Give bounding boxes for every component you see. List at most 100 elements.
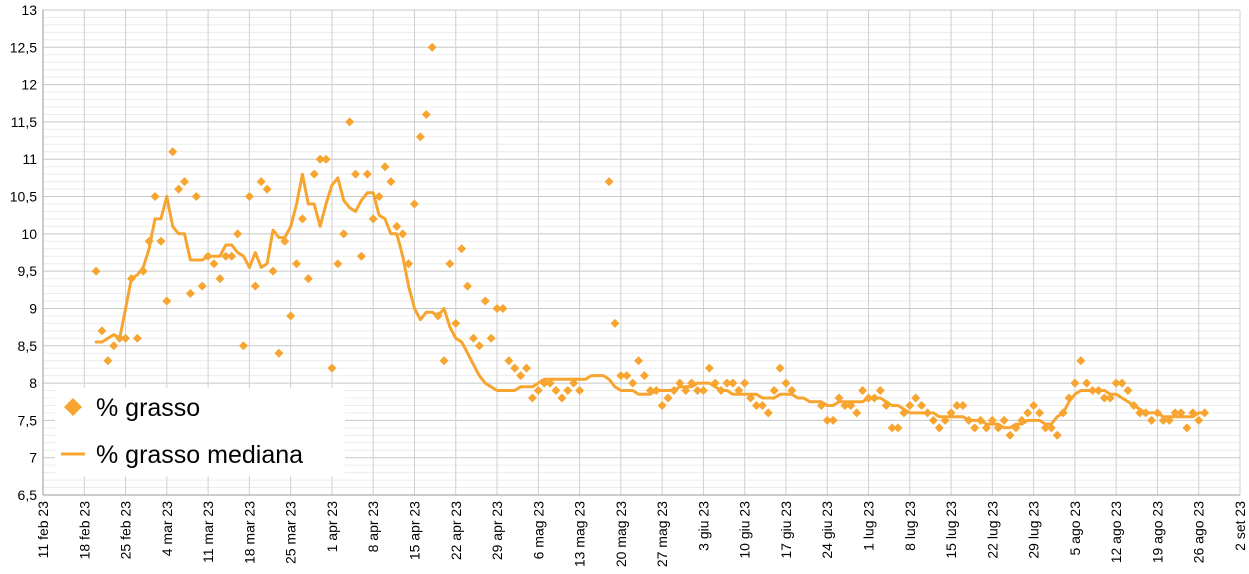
x-tick-label: 8 lug 23 [902,501,918,551]
scatter-point [351,169,361,179]
scatter-point [392,221,402,231]
scatter-point [858,386,868,396]
scatter-point [563,386,573,396]
scatter-point [297,214,307,224]
scatter-point [698,386,708,396]
scatter-point [704,363,714,373]
scatter-point [150,192,160,202]
scatter-point [1176,408,1186,418]
legend-marker-diamond [64,398,82,416]
scatter-point [1123,386,1133,396]
scatter-point [639,371,649,381]
scatter-point [398,229,408,239]
scatter-point [787,386,797,396]
scatter-point [492,303,502,313]
scatter-point [604,177,614,187]
scatter-point [751,400,761,410]
scatter-point [1182,423,1192,433]
legend: % grasso % grasso mediana [55,388,345,476]
y-tick-label: 13 [21,2,37,18]
x-tick-label: 11 feb 23 [35,501,51,559]
scatter-point [970,423,980,433]
scatter-point [657,400,667,410]
x-tick-label: 6 mag 23 [530,501,546,560]
x-tick-label: 15 apr 23 [406,501,422,560]
scatter-point [681,386,691,396]
scatter-point [757,400,767,410]
scatter-point [1129,400,1139,410]
y-tick-label: 10,5 [10,189,37,205]
scatter-point [174,184,184,194]
scatter-point [763,408,773,418]
scatter-point [315,154,325,164]
scatter-point [498,303,508,313]
y-tick-label: 12,5 [10,39,37,55]
scatter-point [327,363,337,373]
scatter-point [480,296,490,306]
scatter-point [675,378,685,388]
scatter-point [828,415,838,425]
scatter-point [144,236,154,246]
scatter-point [922,408,932,418]
scatter-point [728,378,738,388]
scatter-point [162,296,172,306]
scatter-point [1135,408,1145,418]
x-tick-label: 12 ago 23 [1108,501,1124,563]
scatter-point [1152,408,1162,418]
scatter-point [250,281,260,291]
scatter-point [374,192,384,202]
y-tick-label: 7,5 [18,412,38,428]
x-tick-label: 11 mar 23 [200,501,216,563]
x-tick-label: 20 mag 23 [613,501,629,567]
scatter-series [91,42,1210,440]
x-tick-label: 8 apr 23 [365,501,381,553]
scatter-point [740,378,750,388]
scatter-point [569,378,579,388]
x-tick-label: 29 lug 23 [1026,501,1042,559]
scatter-point [215,274,225,284]
scatter-point [775,363,785,373]
scatter-point [227,251,237,261]
x-tick-label: 17 giu 23 [778,501,794,559]
scatter-point [864,393,874,403]
scatter-point [386,177,396,187]
scatter-point [940,415,950,425]
scatter-point [687,378,697,388]
x-tick-label: 13 mag 23 [572,501,588,567]
scatter-point [156,236,166,246]
scatter-point [1046,423,1056,433]
x-tick-label: 3 giu 23 [695,501,711,551]
scatter-point [645,386,655,396]
scatter-point [510,363,520,373]
scatter-point [1064,393,1074,403]
scatter-point [669,386,679,396]
scatter-point [262,184,272,194]
scatter-point [1082,378,1092,388]
y-tick-label: 10 [21,226,37,242]
scatter-point [138,266,148,276]
scatter-point [934,423,944,433]
scatter-point [999,415,1009,425]
scatter-point [1088,386,1098,396]
x-tick-label: 18 mar 23 [241,501,257,564]
y-tick-label: 11 [22,151,37,167]
scatter-point [769,386,779,396]
legend-label-grasso-mediana: % grasso mediana [96,441,303,469]
scatter-point [1117,378,1127,388]
scatter-point [976,415,986,425]
scatter-point [722,378,732,388]
scatter-point [610,318,620,328]
scatter-point [486,333,496,343]
x-tick-label: 1 lug 23 [861,501,877,551]
scatter-point [345,117,355,127]
scatter-point [516,371,526,381]
x-tick-label: 24 giu 23 [819,501,835,559]
scatter-point [746,393,756,403]
scatter-point [368,214,378,224]
scatter-point [457,244,467,254]
scatter-point [292,259,302,269]
scatter-point [551,386,561,396]
scatter-point [1011,423,1021,433]
scatter-point [256,177,266,187]
scatter-point [356,251,366,261]
